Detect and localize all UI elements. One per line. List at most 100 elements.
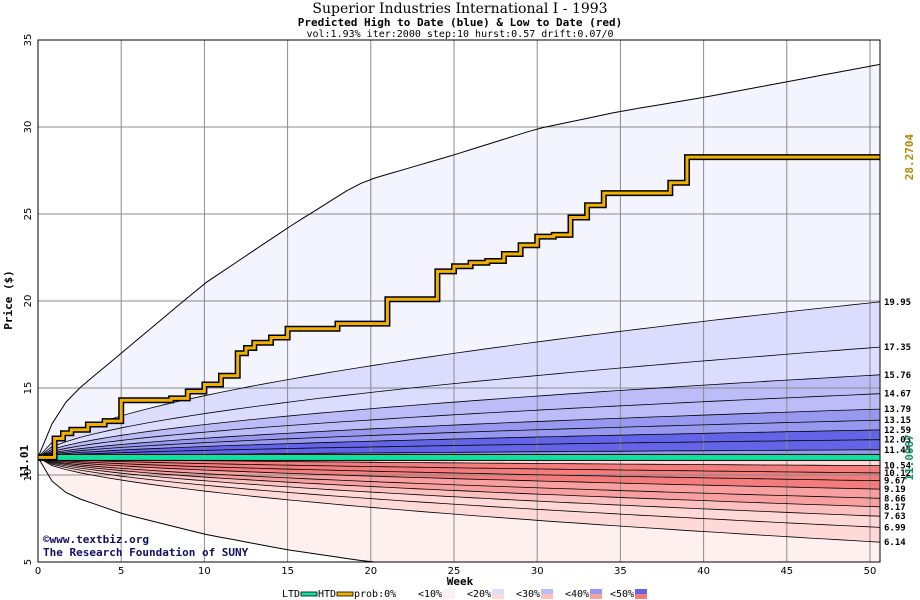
band-end-value: 19.95	[884, 298, 911, 308]
upper-band-3	[38, 374, 880, 458]
x-tick-label: 0	[35, 566, 41, 577]
upper-band-7	[38, 429, 880, 458]
x-tick-label: 20	[364, 566, 377, 577]
y-tick-label: 35	[23, 34, 34, 47]
x-tick-label: 35	[614, 566, 627, 577]
x-tick-label: 40	[697, 566, 710, 577]
credit-website: ©www.textbiz.org	[43, 533, 149, 546]
ltd-end-label: 11.0087	[903, 434, 916, 480]
legend-label: LTD	[282, 589, 300, 600]
legend-swatch	[590, 589, 602, 594]
plot-frame	[37, 39, 881, 563]
upper-band-8	[38, 439, 880, 458]
band-boundary-line	[37, 457, 881, 517]
legend-swatch	[541, 594, 553, 599]
legend-swatch	[492, 589, 504, 594]
y-tick-label: 25	[23, 208, 34, 221]
lower-band-4	[38, 457, 880, 499]
band-boundary-line	[37, 457, 881, 528]
upper-band-4	[38, 393, 880, 458]
band-boundary-line	[37, 457, 881, 482]
legend-label: <20%	[467, 589, 491, 600]
htd-end-label: 28.2704	[903, 134, 916, 181]
y-tick-label: 15	[23, 382, 34, 395]
x-tick-label: 45	[780, 566, 793, 577]
band-end-value: 10.54	[884, 462, 912, 472]
y-axis-label: Price ($)	[2, 270, 15, 330]
legend-label: <10%	[418, 589, 442, 600]
legend-swatch	[300, 591, 318, 597]
band-boundary-line	[37, 457, 881, 499]
band-end-value: 11.45	[884, 446, 911, 456]
band-boundary-line	[37, 457, 881, 474]
legend-swatch	[635, 594, 647, 599]
band-end-value: 6.14	[884, 538, 906, 548]
band-end-labels: 19.95 17.35 15.76 14.67 13.7913.1512.5912.03…	[884, 298, 912, 548]
legend: LTD HTD prob:0% <10% <20% <30% <40% <50%	[282, 589, 647, 600]
band-end-value: 13.79	[884, 405, 911, 415]
legend-swatch	[590, 594, 602, 599]
legend-swatch	[443, 594, 455, 599]
credit-organization: The Research Foundation of SUNY	[43, 546, 249, 559]
chart-subtitle: Predicted High to Date (blue) & Low to D…	[297, 16, 623, 29]
legend-label: HTD	[318, 589, 336, 600]
band-end-value: 10.12	[884, 469, 911, 479]
upper-band-5	[38, 409, 880, 458]
band-end-value: 12.03	[884, 436, 911, 446]
chart-title: Superior Industries International I - 19…	[312, 1, 608, 17]
legend-label: <50%	[610, 589, 634, 600]
band-boundary-line	[37, 457, 881, 490]
band-boundary-line	[37, 457, 881, 543]
band-boundary-line	[37, 439, 881, 458]
grid-lines	[38, 40, 880, 562]
band-end-value: 12.59	[884, 426, 911, 436]
y-tick-label: 30	[23, 121, 34, 134]
band-end-value: 9.67	[884, 477, 906, 487]
band-end-value: 9.19	[884, 485, 906, 495]
band-boundary-line	[37, 374, 881, 458]
x-tick-labels: 0 5 10 15 20 25 30 35 40 45 50	[35, 566, 877, 577]
outer-upper-line	[37, 63, 881, 458]
band-end-value: 15.76	[884, 371, 911, 381]
probability-bands	[38, 64, 880, 562]
start-price-label: 11.01	[18, 444, 31, 477]
x-axis-label: Week	[447, 575, 474, 588]
band-boundary-line	[37, 429, 881, 458]
legend-swatch	[541, 589, 553, 594]
band-boundary-line	[37, 419, 881, 458]
legend-swatch	[443, 589, 455, 594]
x-tick-label: 10	[198, 566, 211, 577]
lower-band-9	[38, 457, 880, 562]
band-boundary-line	[37, 393, 881, 458]
band-boundary-line	[37, 408, 881, 458]
x-tick-label: 50	[864, 566, 877, 577]
band-end-value: 14.67	[884, 390, 911, 400]
legend-label: prob:0%	[354, 589, 396, 600]
x-tick-label: 15	[281, 566, 294, 577]
chart-params: vol:1.93% iter:2000 step:10 hurst:0.57 d…	[306, 29, 614, 40]
band-boundary-line	[37, 346, 881, 458]
legend-swatch	[492, 594, 504, 599]
band-end-value: 8.66	[884, 494, 906, 504]
x-tick-label: 5	[118, 566, 124, 577]
y-tick-labels: 5 10 15 20 25 30 35	[23, 34, 34, 566]
y-tick-label: 10	[23, 469, 34, 482]
legend-label: <40%	[565, 589, 589, 600]
band-end-value: 8.17	[884, 503, 906, 513]
lower-band-6	[38, 457, 880, 517]
band-boundary-line	[37, 457, 881, 508]
upper-band-2	[38, 347, 880, 458]
htd-line	[38, 155, 880, 459]
x-tick-label: 30	[531, 566, 544, 577]
band-end-value: 13.15	[884, 416, 911, 426]
legend-swatch	[397, 589, 409, 594]
legend-label: <30%	[516, 589, 540, 600]
legend-swatch	[336, 591, 354, 597]
lower-band-5	[38, 457, 880, 507]
band-end-value: 17.35	[884, 343, 911, 353]
ltd-line	[37, 453, 881, 461]
upper-band-0	[38, 64, 880, 458]
y-tick-label: 5	[23, 559, 34, 565]
band-end-value: 7.63	[884, 512, 906, 522]
